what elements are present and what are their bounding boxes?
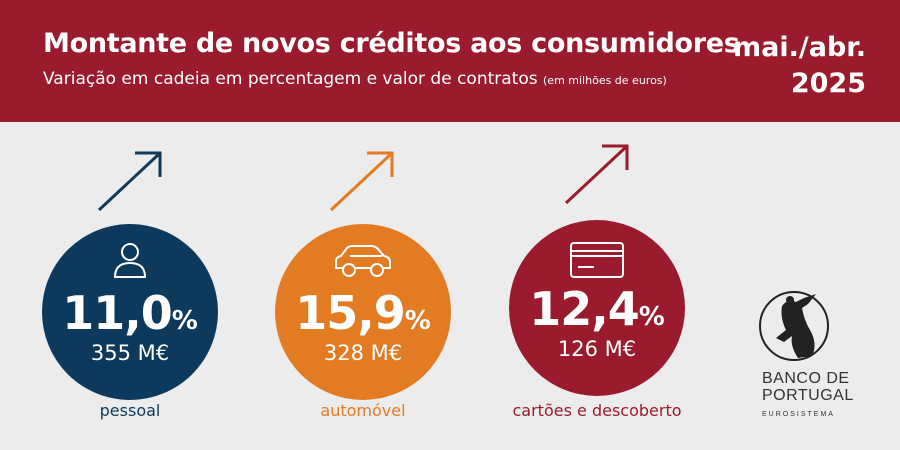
- metric-circle-cartoes: 12,4% 126 M€: [509, 220, 685, 396]
- banco-de-portugal-logo-icon: [759, 291, 829, 361]
- category-label-cartoes: cartões e descoberto: [512, 401, 682, 420]
- category-label-automovel: automóvel: [320, 401, 406, 420]
- person-icon: [113, 243, 147, 278]
- trend-up-arrow-icon: [564, 144, 629, 205]
- percent-change: 15,9%: [295, 286, 431, 340]
- category-label-pessoal: pessoal: [99, 401, 161, 420]
- metric-circle-automovel: 15,9% 328 M€: [275, 224, 451, 400]
- period-label: mai./abr. 2025: [733, 30, 866, 102]
- credit-card-icon: [570, 242, 624, 278]
- contract-value: 328 M€: [323, 341, 403, 365]
- page-title: Montante de novos créditos aos consumido…: [43, 28, 740, 59]
- logo-line1: BANCO DE: [762, 370, 850, 387]
- contract-value: 126 M€: [557, 337, 637, 361]
- percent-change: 12,4%: [529, 282, 665, 336]
- percent-change: 11,0%: [62, 286, 198, 340]
- header-banner: Montante de novos créditos aos consumido…: [0, 0, 900, 122]
- page-subtitle: Variação em cadeia em percentagem e valo…: [43, 69, 667, 89]
- subtitle-main: Variação em cadeia em percentagem e valo…: [43, 69, 538, 89]
- logo-line2: PORTUGAL: [762, 387, 854, 404]
- period-line1: mai./abr.: [733, 32, 866, 63]
- contract-value: 355 M€: [90, 341, 170, 365]
- subtitle-note: (em milhões de euros): [543, 74, 667, 87]
- metric-circle-pessoal: 11,0% 355 M€: [42, 224, 218, 400]
- logo-line3: EUROSISTEMA: [762, 411, 835, 418]
- car-icon: [335, 245, 391, 277]
- trend-up-arrow-icon: [329, 151, 394, 212]
- trend-up-arrow-icon: [97, 151, 162, 212]
- logo-text: BANCO DE PORTUGAL EUROSISTEMA: [762, 370, 854, 423]
- period-line2: 2025: [790, 68, 866, 99]
